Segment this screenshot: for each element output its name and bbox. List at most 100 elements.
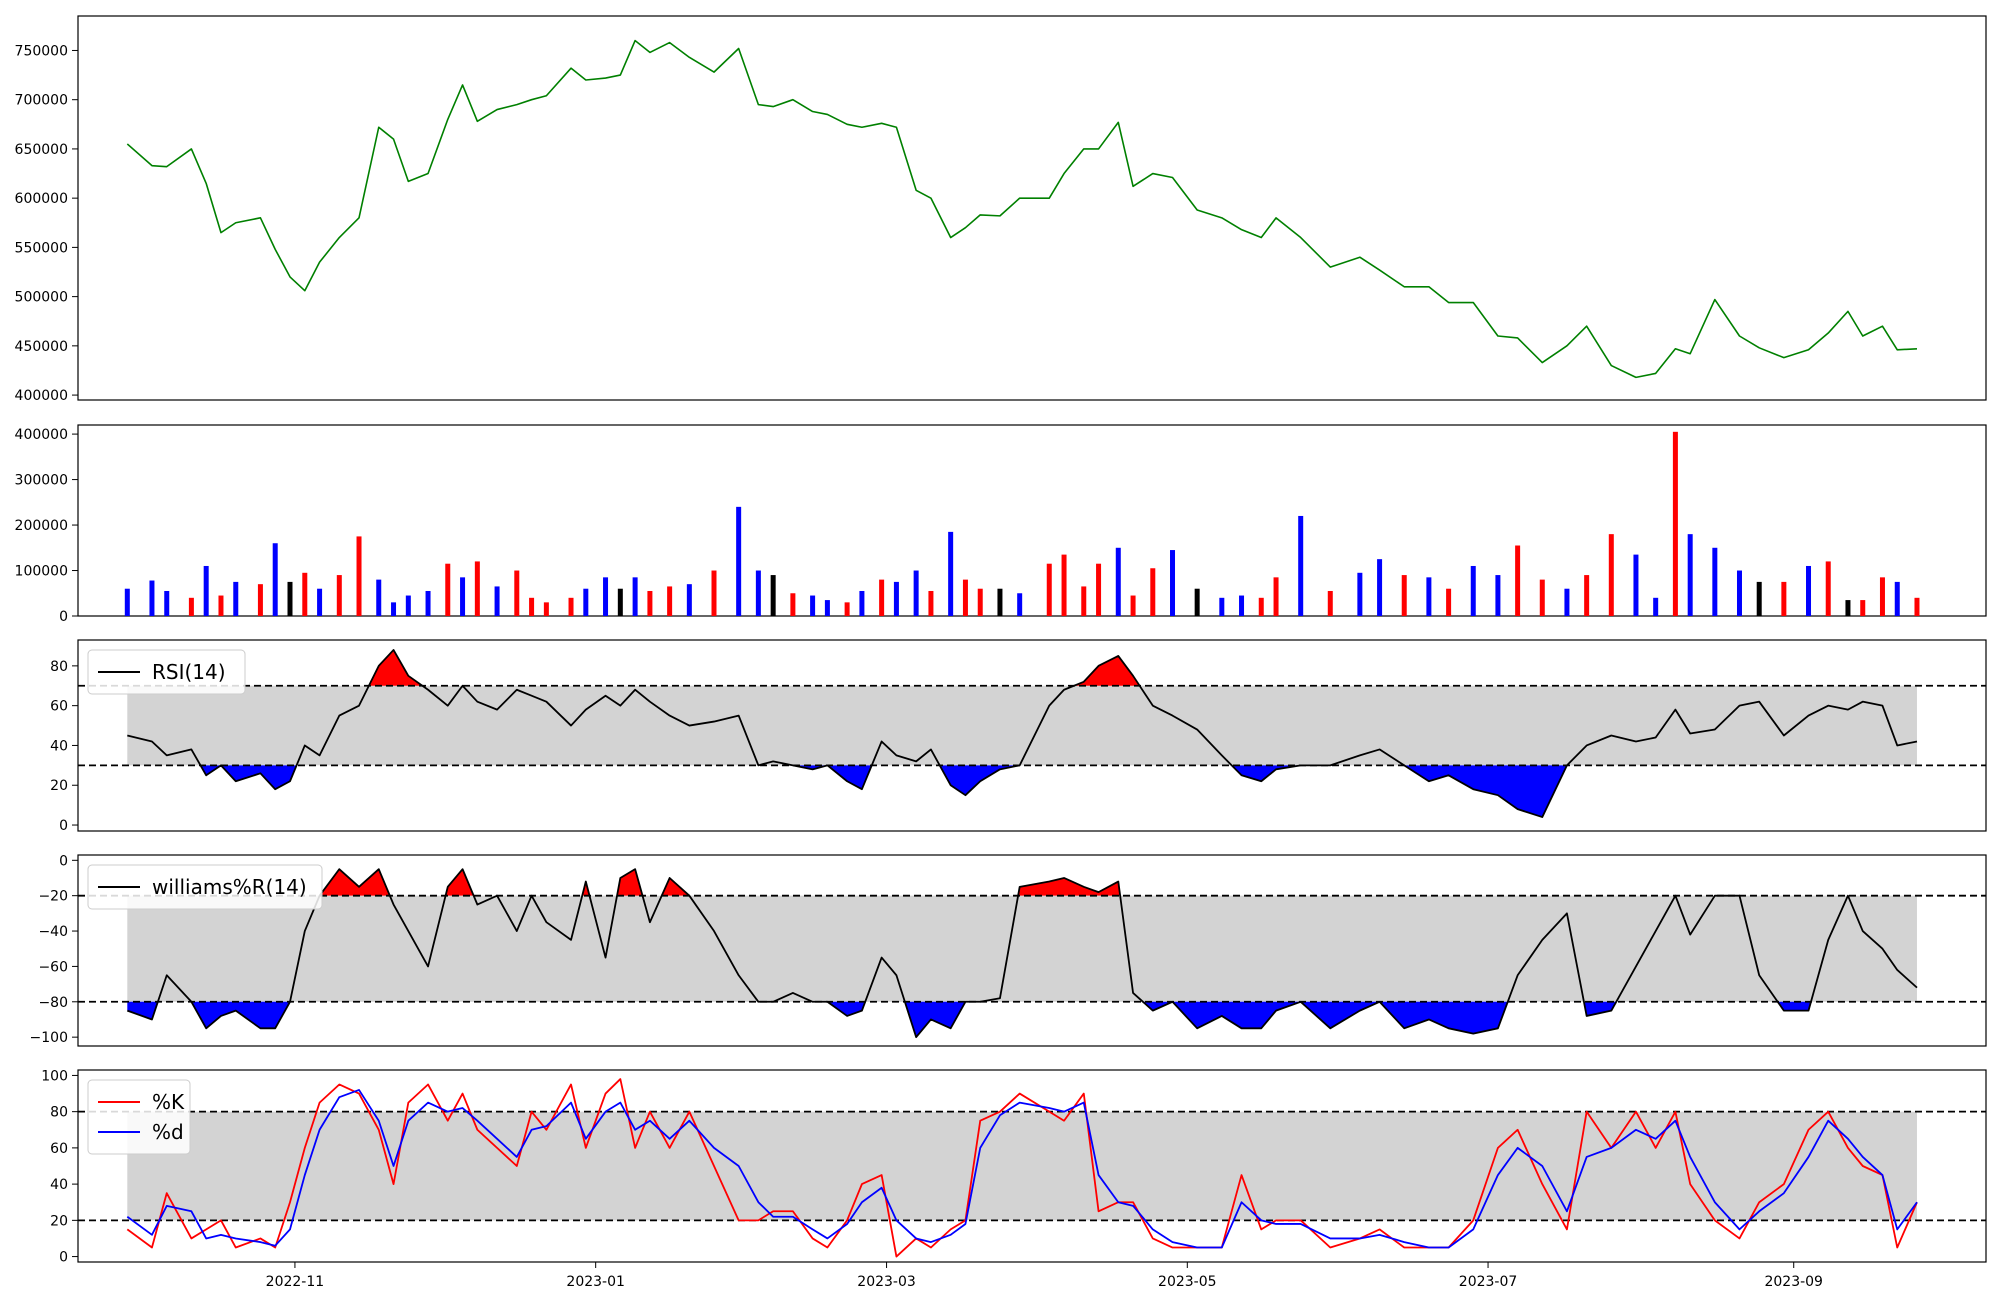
volume-bar <box>336 575 342 616</box>
volume-bar <box>736 506 742 616</box>
volume-bar <box>1258 597 1264 616</box>
x-tick-label: 2023-07 <box>1459 1274 1518 1290</box>
volume-bar <box>1539 579 1545 616</box>
x-tick-label: 2022-11 <box>266 1274 325 1290</box>
volume-bar <box>474 561 480 616</box>
volume-bar <box>1357 572 1363 616</box>
stochastic-band <box>127 1111 1917 1221</box>
williams-extreme-fill <box>1379 1001 1508 1034</box>
williams-extreme-fill <box>1172 1001 1301 1029</box>
rsi-extreme-fill <box>939 765 1020 796</box>
stochastic-legend <box>87 1079 191 1155</box>
volume-bar <box>962 579 968 616</box>
volume-bar <box>1115 547 1121 616</box>
rsi-legend-label: RSI(14) <box>152 660 226 684</box>
rsi-extreme-fill <box>220 765 297 790</box>
volume-bar <box>1470 565 1476 616</box>
volume-bar <box>218 595 224 616</box>
rsi-ytick-label: 40 <box>50 738 68 754</box>
rsi-extreme-fill <box>1404 765 1567 818</box>
volume-bar <box>317 588 323 616</box>
volume-bar <box>1327 590 1333 616</box>
volume-bar <box>1239 595 1245 616</box>
volume-bar <box>1608 534 1614 616</box>
volume-bar <box>233 581 239 616</box>
volume-bar <box>1130 595 1136 616</box>
stochastic-d-line <box>126 1089 1918 1249</box>
williams-ytick-label: −80 <box>38 995 68 1011</box>
williams-extreme-fill <box>445 869 474 896</box>
stochastic-ytick-label: 60 <box>50 1141 68 1157</box>
volume-bar <box>1219 597 1225 616</box>
williams-frame <box>77 854 1987 1047</box>
williams-extreme-fill <box>827 1001 866 1016</box>
volume-bar <box>997 588 1003 616</box>
stochastic-ytick-label: 40 <box>50 1177 68 1193</box>
volume-bar <box>810 595 816 616</box>
volume-bar <box>1273 577 1279 616</box>
volume-bar <box>686 584 692 616</box>
stochastic-legend-label: %d <box>152 1120 184 1144</box>
volume-bar <box>514 570 520 616</box>
volume-bar <box>948 531 954 616</box>
volume-bar <box>529 597 535 616</box>
volume-bar <box>272 543 278 616</box>
volume-bar <box>824 600 830 616</box>
volume-bar <box>1712 547 1718 616</box>
volume-bar <box>1879 577 1885 616</box>
volume-bar <box>603 577 609 616</box>
volume-bar <box>356 536 362 616</box>
rsi-ytick-label: 60 <box>50 699 68 715</box>
williams-extreme-fill <box>904 1001 966 1038</box>
volume-bar <box>425 590 431 616</box>
volume-bar <box>1150 568 1156 616</box>
volume-bar <box>543 602 549 616</box>
price-ytick-label: 400000 <box>15 388 68 404</box>
volume-bar <box>1061 554 1067 616</box>
rsi-extreme-fill <box>827 765 872 790</box>
volume-bar <box>287 581 293 616</box>
volume-bar <box>1194 588 1200 616</box>
volume-ytick-label: 100000 <box>15 564 68 580</box>
x-tick-label: 2023-01 <box>566 1274 625 1290</box>
volume-bar <box>149 580 155 616</box>
volume-bar <box>1377 559 1383 616</box>
volume-bar <box>1860 600 1866 616</box>
volume-bar <box>257 584 263 616</box>
williams-ytick-label: −100 <box>30 1030 68 1046</box>
volume-bar <box>1756 581 1762 616</box>
williams-line <box>126 868 1918 1039</box>
williams-legend <box>87 864 323 910</box>
williams-extreme-fill <box>1583 1001 1617 1016</box>
williams-extreme-fill <box>1300 1001 1380 1029</box>
rsi-line <box>127 649 1918 818</box>
volume-bar <box>844 602 850 616</box>
volume-bar <box>1017 593 1023 616</box>
price-ytick-label: 750000 <box>15 43 68 59</box>
volume-ytick-label: 0 <box>59 609 68 625</box>
volume-bar <box>1495 575 1501 616</box>
stochastic-legend-label: %K <box>152 1090 185 1114</box>
stochastic-k-line <box>126 1078 1918 1258</box>
williams-band <box>127 895 1917 1002</box>
williams-ytick-label: −20 <box>38 889 68 905</box>
williams-ytick-label: −60 <box>38 959 68 975</box>
volume-bar <box>1781 581 1787 616</box>
volume-bar <box>1687 534 1693 616</box>
rsi-band <box>127 685 1917 766</box>
volume-bar <box>1046 563 1052 616</box>
volume-bar <box>1914 597 1920 616</box>
volume-bar <box>879 579 885 616</box>
price-ytick-label: 600000 <box>15 191 68 207</box>
volume-ytick-label: 300000 <box>15 473 68 489</box>
volume-bar <box>124 588 130 616</box>
x-tick-label: 2023-05 <box>1158 1274 1217 1290</box>
x-tick-label: 2023-03 <box>857 1274 916 1290</box>
williams-extreme-fill <box>127 1001 158 1020</box>
volume-bar <box>405 595 411 616</box>
volume-ytick-label: 400000 <box>15 427 68 443</box>
stochastic-frame <box>77 1069 1987 1263</box>
rsi-ytick-label: 80 <box>50 659 68 675</box>
